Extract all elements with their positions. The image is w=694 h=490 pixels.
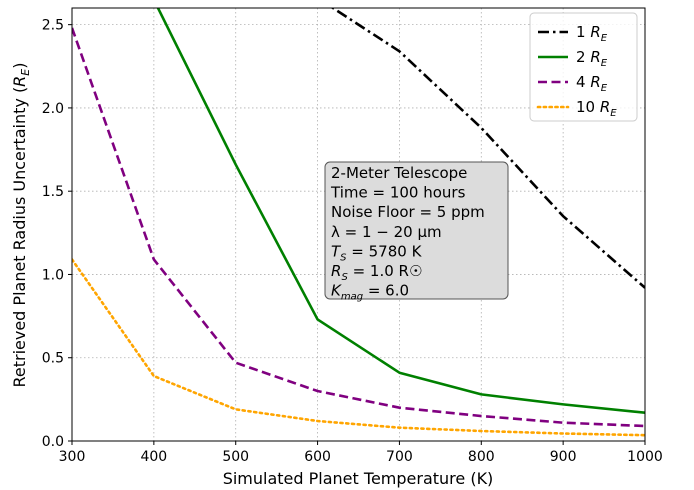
x-tick-label: 800 <box>468 449 495 465</box>
annotation-box <box>324 161 509 300</box>
series-line <box>156 8 645 414</box>
y-axis-ticks: 0.0 0.5 1.0 1.5 2.0 2.5 <box>42 18 72 450</box>
legend-label: 4 RE <box>576 73 608 94</box>
y-tick-label: 1.0 <box>42 267 64 283</box>
legend-label: 1 RE <box>576 23 608 44</box>
x-tick-label: 1000 <box>627 449 663 465</box>
series-line <box>72 258 645 437</box>
series-lines <box>72 8 645 437</box>
legend-label: 2 RE <box>576 48 608 69</box>
x-tick-label: 900 <box>550 449 577 465</box>
annotation-line: Noise Floor = 5 ppm <box>331 203 485 221</box>
y-tick-label: 0.5 <box>42 351 64 367</box>
annotation-line: Kmag = 6.0 <box>331 282 409 303</box>
x-axis-ticks: 300 400 500 600 700 800 900 1000 <box>59 441 663 465</box>
x-tick-label: 300 <box>59 449 86 465</box>
legend: 1 RE 2 RE 4 RE 10 RE <box>529 12 638 122</box>
x-tick-label: 700 <box>386 449 413 465</box>
y-tick-label: 1.5 <box>42 184 64 200</box>
y-tick-label: 2.5 <box>42 18 64 34</box>
y-axis-label: Retrieved Planet Radius Uncertainty (RE) <box>10 62 32 387</box>
series-line <box>330 8 645 289</box>
legend-label: 10 RE <box>576 98 617 119</box>
annotation-line: 2-Meter Telescope <box>331 164 467 182</box>
x-tick-label: 600 <box>304 449 331 465</box>
y-tick-label: 0.0 <box>42 434 64 450</box>
annotation-line: TS = 5780 K <box>331 242 423 263</box>
x-axis-label: Simulated Planet Temperature (K) <box>223 469 494 488</box>
y-tick-label: 2.0 <box>42 101 64 117</box>
annotation-line: Time = 100 hours <box>330 184 466 202</box>
x-tick-label: 500 <box>222 449 249 465</box>
annotation-line: λ = 1 − 20 μm <box>331 223 442 241</box>
legend-box <box>529 12 638 122</box>
annotation-line: RS = 1.0 R☉ <box>331 262 422 283</box>
x-tick-label: 400 <box>140 449 167 465</box>
plot-frame <box>71 7 646 442</box>
series-line <box>72 27 645 428</box>
